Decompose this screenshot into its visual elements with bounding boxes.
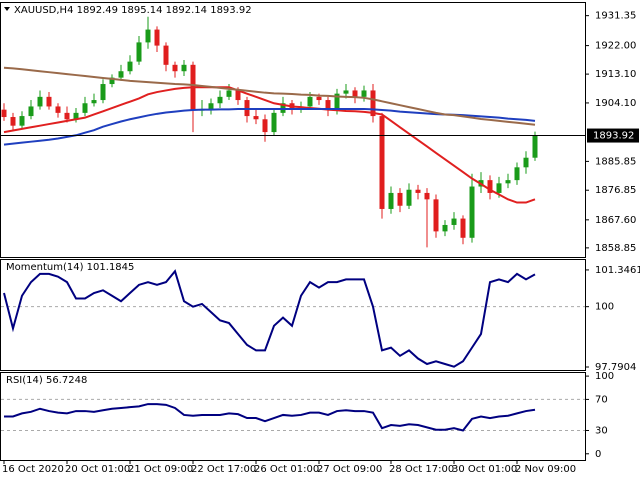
candle-body xyxy=(136,42,142,62)
candle-body xyxy=(181,64,187,72)
candle-body xyxy=(532,135,538,158)
x-tick-label: 28 Oct 17:00 xyxy=(389,464,454,475)
y-tick-label: 100 xyxy=(595,302,614,313)
candle-body xyxy=(424,192,430,200)
y-tick-label: 1922.00 xyxy=(595,41,636,52)
candle-body xyxy=(271,112,277,133)
candle-body xyxy=(100,84,106,101)
moving-average xyxy=(3,66,536,126)
pane-frame xyxy=(0,2,586,258)
x-tick-label: 21 Oct 09:00 xyxy=(128,464,193,475)
y-tick-label: 97.7904 xyxy=(595,362,636,373)
candle-body xyxy=(226,90,232,97)
price-label-box xyxy=(587,128,639,143)
candle-body xyxy=(109,77,115,85)
candle-body xyxy=(118,71,124,78)
candle-body xyxy=(262,119,268,133)
candle-body xyxy=(352,90,358,97)
y-tick-label: 1931.35 xyxy=(595,11,636,22)
x-tick-label: 30 Oct 01:00 xyxy=(452,464,517,475)
candle-body xyxy=(415,189,421,193)
menu-triangle xyxy=(4,7,10,11)
candle-body xyxy=(10,117,16,126)
price-label: 1893.92 xyxy=(593,131,634,142)
y-tick-label: 100 xyxy=(595,371,614,382)
candle-body xyxy=(46,96,52,107)
candle-body xyxy=(37,96,43,107)
candle-body xyxy=(253,116,259,120)
candle-body xyxy=(235,90,241,101)
candle-body xyxy=(28,106,34,117)
pane-frame xyxy=(0,259,586,371)
candle-body xyxy=(487,180,493,193)
candle-body xyxy=(307,96,313,107)
candle-body xyxy=(325,100,331,110)
moving-average xyxy=(3,86,536,204)
candle-body xyxy=(208,103,214,110)
candle-body xyxy=(334,93,340,110)
candle-body xyxy=(388,192,394,209)
x-tick-label: 20 Oct 01:00 xyxy=(65,464,130,475)
candle-body xyxy=(217,96,223,104)
y-tick-label: 30 xyxy=(595,425,608,436)
candle-body xyxy=(379,116,385,209)
candle-body xyxy=(154,29,160,46)
y-tick-label: 0 xyxy=(595,449,601,460)
x-tick-label: 2 Nov 09:00 xyxy=(515,464,576,475)
candle-body xyxy=(442,224,448,232)
candle-body xyxy=(514,167,520,181)
x-tick-label: 27 Oct 09:00 xyxy=(317,464,382,475)
candle-body xyxy=(64,112,70,120)
candle-body xyxy=(460,218,466,238)
y-tick-label: 70 xyxy=(595,394,608,405)
y-tick-label: 1867.60 xyxy=(595,215,636,226)
candle-body xyxy=(172,64,178,72)
candle-body xyxy=(469,186,475,238)
candle-body xyxy=(370,90,376,117)
indicator-line xyxy=(4,403,536,432)
x-tick-label: 16 Oct 2020 xyxy=(2,464,64,475)
pane-frame xyxy=(0,372,586,461)
candle-body xyxy=(451,218,457,225)
x-tick-label: 22 Oct 17:00 xyxy=(191,464,256,475)
y-tick-label: 1858.85 xyxy=(595,243,636,254)
indicator-title: RSI(14) 56.7248 xyxy=(6,375,87,386)
candle-body xyxy=(82,103,88,113)
candle-body xyxy=(163,45,169,65)
y-tick-label: 1885.85 xyxy=(595,156,636,167)
candle-body xyxy=(127,61,133,72)
candle-body xyxy=(397,192,403,206)
candle-body xyxy=(145,29,151,43)
indicator-line xyxy=(3,269,536,368)
candle-body xyxy=(361,90,367,97)
candle-body xyxy=(406,189,412,206)
chart-title: XAUUSD,H4 1892.49 1895.14 1892.14 1893.9… xyxy=(14,5,252,16)
candle-body xyxy=(343,90,349,94)
candle-body xyxy=(316,96,322,101)
indicator-title: Momentum(14) 101.1845 xyxy=(6,262,134,273)
candle-body xyxy=(505,180,511,184)
y-tick-label: 1904.10 xyxy=(595,98,636,109)
candle-body xyxy=(73,112,79,120)
candle-body xyxy=(55,106,61,113)
candle-body xyxy=(1,109,7,118)
candle-body xyxy=(19,116,25,126)
candle-body xyxy=(523,157,529,168)
candle-body xyxy=(91,100,97,104)
y-tick-label: 101.3461 xyxy=(595,265,640,276)
candle-body xyxy=(433,199,439,232)
y-tick-label: 1913.10 xyxy=(595,69,636,80)
y-tick-label: 1876.85 xyxy=(595,185,636,196)
candle-body xyxy=(496,183,502,193)
x-tick-label: 26 Oct 01:00 xyxy=(254,464,319,475)
